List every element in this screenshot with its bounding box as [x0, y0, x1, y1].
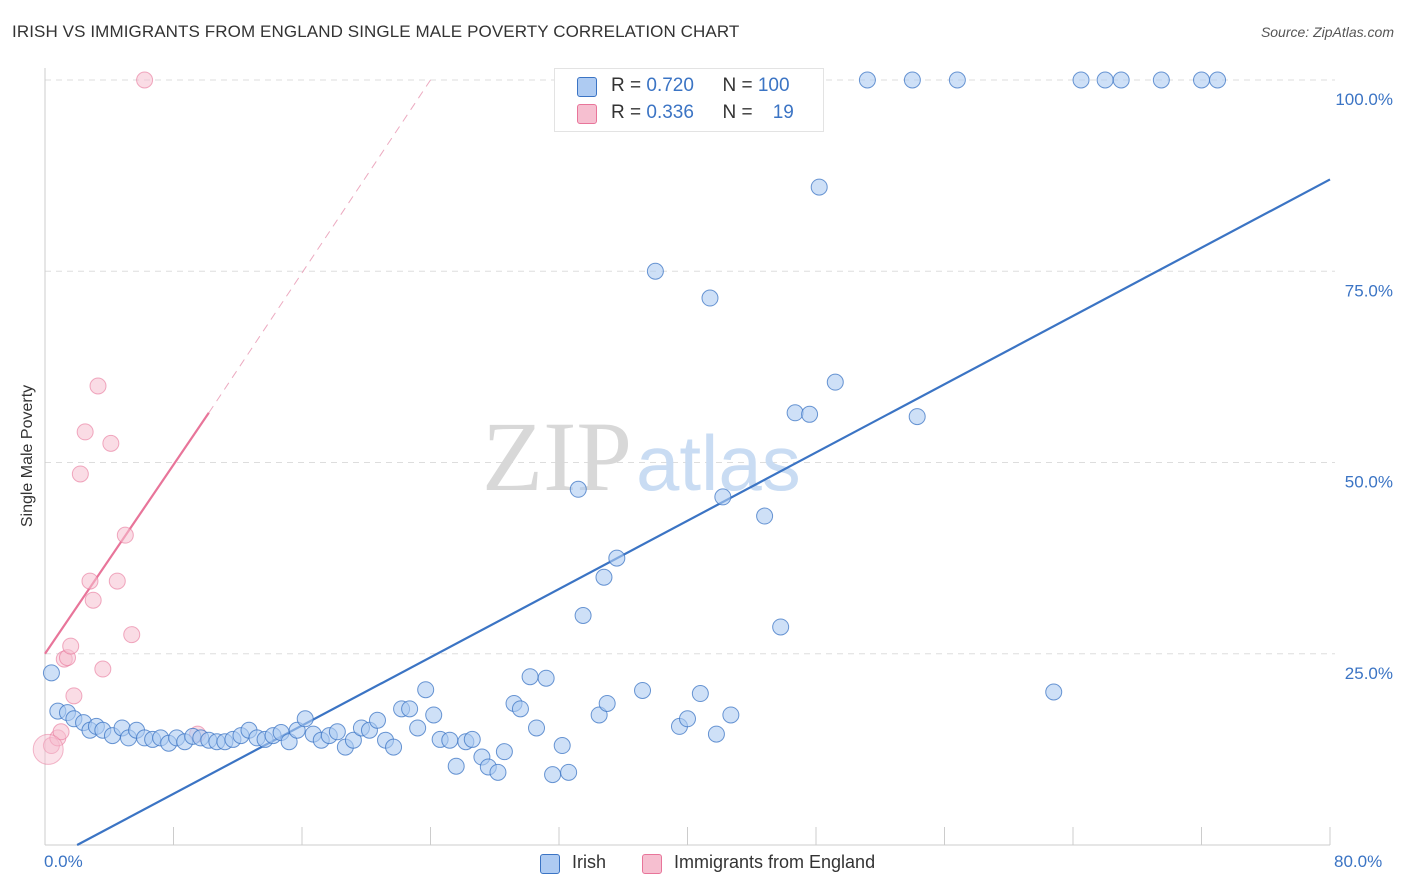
irish-swatch	[577, 77, 597, 97]
point-irish	[447, 757, 465, 775]
point-england	[102, 434, 120, 452]
legend-irish-label: Irish	[572, 852, 607, 872]
point-england	[32, 733, 64, 765]
y-tick-label: 25.0%	[1345, 664, 1393, 683]
chart-title: IRISH VS IMMIGRANTS FROM ENGLAND SINGLE …	[12, 22, 740, 41]
point-england	[108, 572, 126, 590]
point-irish	[948, 71, 966, 89]
point-irish	[691, 685, 709, 703]
point-england	[65, 687, 83, 705]
point-irish	[560, 763, 578, 781]
point-irish	[574, 607, 592, 624]
point-irish	[1072, 71, 1090, 89]
point-england	[76, 423, 94, 441]
england-r-value: 0.336	[646, 102, 694, 123]
point-irish	[537, 669, 555, 687]
x-tick-max: 80.0%	[1334, 852, 1383, 871]
england-swatch	[577, 104, 597, 124]
point-irish	[1193, 71, 1210, 89]
point-irish	[903, 71, 921, 89]
legend-england-label: Immigrants from England	[674, 852, 876, 872]
y-tick-label: 75.0%	[1345, 281, 1393, 300]
point-irish	[441, 731, 459, 749]
point-irish	[489, 763, 507, 781]
watermark: ZIP atlas	[482, 401, 801, 512]
point-irish	[701, 289, 719, 307]
axes	[44, 68, 1331, 846]
point-irish	[608, 549, 626, 567]
point-england	[52, 723, 70, 741]
point-irish	[544, 766, 562, 784]
point-irish	[463, 730, 481, 748]
point-england	[62, 637, 80, 655]
y-tick-label: 100.0%	[1335, 90, 1393, 109]
point-england	[71, 465, 89, 483]
y-tick-label: 50.0%	[1345, 473, 1393, 492]
point-irish	[495, 743, 513, 761]
point-irish	[646, 262, 664, 280]
point-england	[84, 591, 102, 609]
point-irish	[528, 719, 546, 737]
point-irish	[1096, 71, 1114, 89]
point-england	[136, 71, 154, 89]
y-axis-label: Single Male Poverty	[19, 384, 36, 528]
grid-lines	[45, 79, 1335, 655]
trendline-england-extension	[208, 79, 431, 414]
irish-r-label: R =	[611, 75, 647, 96]
point-irish	[296, 710, 314, 728]
source-label: Source: ZipAtlas.com	[1260, 24, 1394, 40]
point-irish	[598, 694, 616, 712]
y-tick-labels: 25.0% 50.0% 75.0% 100.0%	[1335, 90, 1393, 683]
point-irish	[908, 408, 926, 426]
point-irish	[679, 710, 696, 728]
point-irish	[801, 405, 819, 423]
point-england	[94, 660, 112, 678]
point-irish	[425, 706, 443, 724]
irish-r-value: 0.720	[646, 75, 694, 96]
irish-n-value: 100	[757, 75, 790, 96]
point-irish	[722, 706, 740, 724]
point-irish	[385, 738, 403, 756]
point-irish	[1209, 71, 1227, 89]
legend-irish-swatch	[540, 854, 560, 874]
point-irish	[344, 731, 362, 749]
point-irish	[714, 488, 732, 506]
point-irish	[786, 404, 804, 422]
point-irish	[707, 725, 725, 743]
point-irish	[1112, 71, 1130, 89]
point-england	[81, 572, 99, 590]
stats-legend: R = 0.720 N = 100 R = 0.336 N = 19	[554, 68, 824, 132]
point-irish	[42, 664, 60, 682]
point-irish	[1152, 71, 1170, 89]
point-irish	[368, 711, 386, 729]
watermark-zip: ZIP	[482, 401, 632, 512]
england-n-label: N =	[722, 102, 758, 123]
point-irish	[328, 723, 346, 741]
point-irish	[756, 507, 774, 525]
irish-n-label: N =	[722, 75, 758, 96]
point-irish	[1045, 683, 1063, 701]
point-irish	[511, 700, 529, 718]
point-irish	[810, 178, 828, 196]
england-n-value: 19	[772, 102, 794, 123]
point-irish	[409, 719, 427, 737]
point-irish	[858, 71, 876, 89]
point-irish	[401, 700, 419, 718]
point-irish	[634, 681, 652, 699]
point-irish	[826, 373, 844, 391]
england-r-label: R =	[611, 102, 647, 123]
point-england	[116, 526, 134, 544]
x-tick-min: 0.0%	[44, 852, 83, 871]
point-england	[123, 626, 141, 644]
point-irish	[569, 480, 587, 498]
point-irish	[772, 618, 790, 636]
point-irish	[553, 737, 571, 755]
legend-england-swatch	[642, 854, 662, 874]
point-irish	[521, 668, 539, 686]
points	[32, 71, 1227, 784]
point-england	[89, 377, 107, 395]
point-irish	[595, 568, 613, 586]
point-irish	[417, 681, 435, 699]
